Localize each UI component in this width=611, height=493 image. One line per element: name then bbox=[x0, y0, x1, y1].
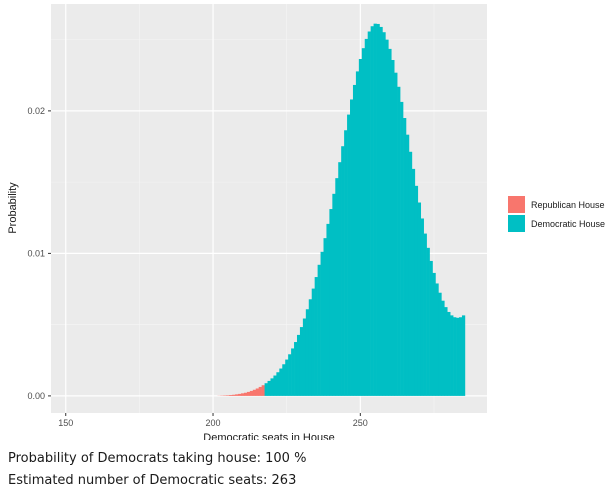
axis-ticks: 150 200 250 0.00 0.01 0.02 bbox=[27, 106, 367, 428]
histogram-bar bbox=[447, 311, 451, 396]
histogram-bar bbox=[403, 118, 407, 396]
histogram-bar bbox=[414, 185, 419, 396]
histogram-bar bbox=[285, 359, 289, 396]
legend-label: Democratic House bbox=[531, 219, 605, 229]
x-tick-label: 150 bbox=[58, 418, 73, 428]
histogram-bar bbox=[294, 342, 298, 396]
histogram-bar bbox=[317, 264, 321, 396]
histogram-bar bbox=[426, 247, 430, 396]
legend-swatch bbox=[508, 215, 525, 232]
histogram-bar bbox=[282, 364, 286, 396]
democrat-probability-text: Probability of Democrats taking house: 1… bbox=[8, 451, 307, 466]
histogram-bar bbox=[379, 26, 383, 396]
histogram-bar bbox=[308, 299, 313, 396]
histogram-bar bbox=[261, 385, 265, 396]
histogram-bar bbox=[341, 146, 345, 396]
histogram-bar bbox=[264, 383, 268, 396]
histogram-bar bbox=[441, 300, 445, 396]
histogram-bar bbox=[249, 390, 254, 396]
histogram-bar bbox=[382, 32, 386, 396]
histogram-bar bbox=[273, 375, 277, 396]
histogram-bar bbox=[397, 86, 401, 396]
histogram-bar bbox=[352, 84, 357, 396]
histogram-bar bbox=[370, 26, 374, 396]
histogram-bar bbox=[299, 327, 304, 396]
x-tick-label: 200 bbox=[206, 418, 221, 428]
histogram-bar bbox=[461, 315, 466, 396]
histogram-bar bbox=[243, 392, 248, 396]
histogram-bar bbox=[355, 71, 360, 396]
histogram-bar bbox=[429, 260, 433, 396]
estimated-seats-text: Estimated number of Democratic seats: 26… bbox=[8, 473, 297, 488]
y-tick-label: 0.01 bbox=[27, 248, 45, 258]
histogram-bar bbox=[267, 380, 271, 396]
legend-swatch bbox=[508, 196, 525, 213]
histogram-bar bbox=[350, 99, 354, 396]
histogram-bar bbox=[400, 101, 404, 396]
histogram-bar bbox=[332, 193, 336, 396]
histogram-bar bbox=[364, 38, 368, 396]
histogram-bar bbox=[255, 388, 259, 396]
histogram-bar bbox=[320, 251, 324, 396]
x-tick-label: 250 bbox=[353, 418, 368, 428]
histogram-bar bbox=[450, 315, 454, 396]
legend: Republican House Democratic House bbox=[508, 196, 605, 232]
seat-distribution-chart: 150 200 250 0.00 0.01 0.02 Democratic seats i… bbox=[7, 4, 605, 440]
x-axis-title: Democratic seats in House bbox=[203, 432, 334, 440]
histogram-bar bbox=[438, 292, 442, 396]
histogram-bar bbox=[391, 60, 395, 396]
histogram-bar bbox=[417, 202, 422, 396]
y-tick-label: 0.02 bbox=[27, 106, 45, 116]
histogram-bar bbox=[246, 391, 251, 396]
histogram-bar bbox=[311, 288, 315, 396]
histogram-bar bbox=[302, 318, 307, 396]
histogram-bar bbox=[347, 114, 351, 396]
histogram-bar bbox=[367, 31, 371, 396]
histogram-bar bbox=[258, 386, 262, 396]
histogram-bar bbox=[296, 334, 301, 396]
histogram-bar bbox=[453, 317, 457, 396]
histogram-bar bbox=[394, 72, 398, 396]
histogram-bar bbox=[238, 393, 242, 396]
histogram-bar bbox=[459, 317, 463, 396]
histogram-bar bbox=[358, 59, 363, 396]
histogram-bar bbox=[314, 277, 318, 396]
histogram-bar bbox=[373, 23, 377, 396]
histogram-bar bbox=[229, 395, 233, 396]
histogram-bar bbox=[235, 394, 239, 396]
histogram-bar bbox=[423, 233, 427, 396]
histogram-bar bbox=[388, 48, 392, 396]
histogram-bar bbox=[276, 372, 280, 396]
histogram-bar bbox=[385, 39, 389, 396]
histogram-bar bbox=[329, 209, 333, 396]
bars bbox=[217, 23, 466, 396]
histogram-bar bbox=[405, 134, 410, 396]
y-axis-title: Probability bbox=[7, 182, 19, 234]
histogram-bar bbox=[420, 218, 424, 396]
histogram-bar bbox=[335, 178, 339, 396]
histogram-bar bbox=[232, 394, 236, 396]
legend-label: Republican House bbox=[531, 200, 605, 210]
histogram-bar bbox=[376, 23, 380, 396]
histogram-bar bbox=[338, 162, 342, 396]
histogram-bar bbox=[408, 151, 413, 396]
histogram-bar bbox=[361, 48, 366, 396]
histogram-bar bbox=[323, 238, 327, 396]
histogram-bar bbox=[305, 309, 310, 396]
histogram-bar bbox=[411, 168, 416, 396]
histogram-bar bbox=[226, 395, 230, 396]
histogram-bar bbox=[456, 317, 460, 396]
histogram-bar bbox=[444, 307, 448, 396]
y-tick-label: 0.00 bbox=[27, 391, 45, 401]
histogram-bar bbox=[344, 130, 348, 396]
histogram-bar bbox=[291, 348, 295, 396]
histogram-bar bbox=[432, 272, 436, 396]
histogram-bar bbox=[270, 378, 274, 396]
histogram-bar bbox=[326, 223, 330, 396]
histogram-bar bbox=[288, 354, 292, 396]
histogram-bar bbox=[435, 283, 439, 396]
histogram-bar bbox=[252, 389, 257, 396]
histogram-bar bbox=[241, 393, 245, 396]
histogram-bar bbox=[279, 368, 283, 396]
